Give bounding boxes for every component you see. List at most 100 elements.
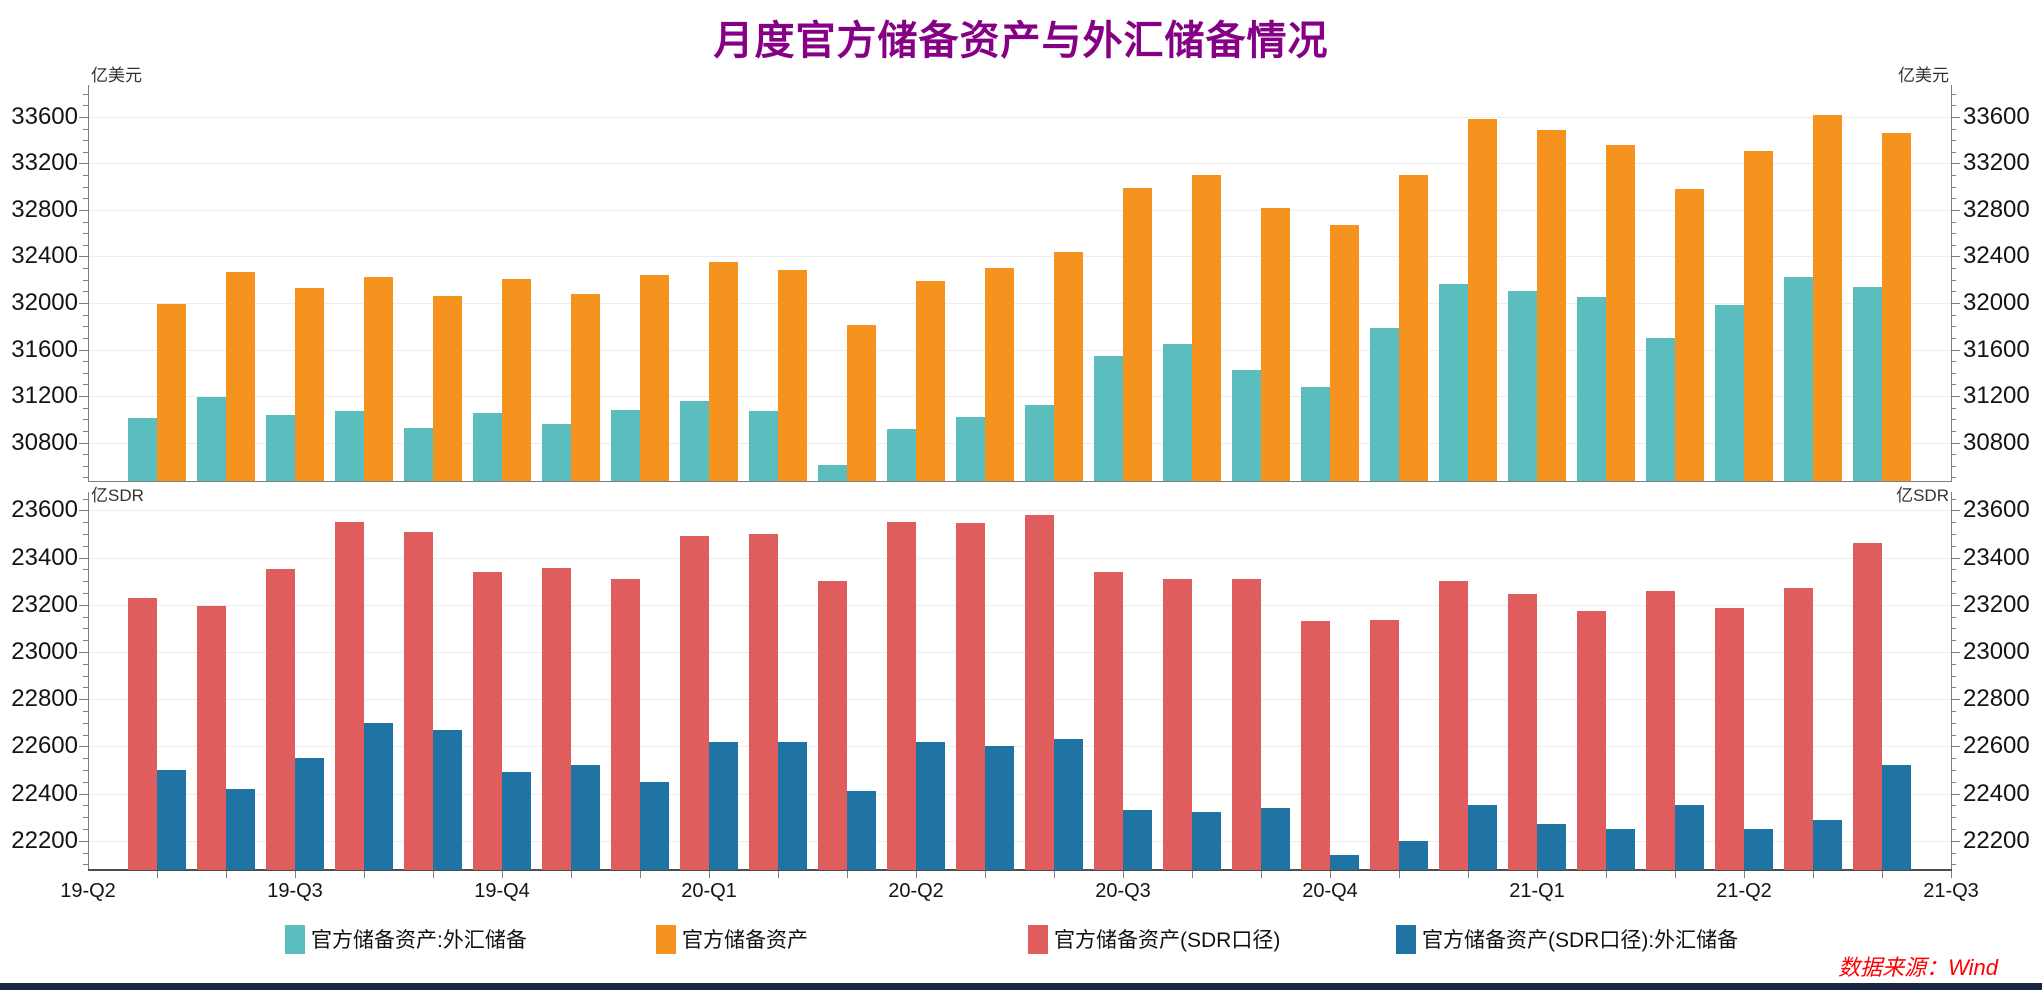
y-axis-minor-tick	[1951, 140, 1956, 142]
y-axis-label-left: 32400	[11, 242, 78, 270]
bar	[1232, 369, 1261, 481]
x-axis-tick	[1675, 871, 1676, 878]
y-axis-minor-tick	[83, 105, 88, 107]
y-axis-tick	[79, 793, 88, 795]
x-axis-tick	[571, 871, 572, 878]
y-axis-label-left: 23400	[11, 543, 78, 571]
x-axis-tick	[157, 871, 158, 878]
y-axis-minor-tick	[1951, 592, 1956, 594]
y-axis-label-left: 22600	[11, 732, 78, 760]
y-axis-tick	[79, 604, 88, 606]
y-axis-minor-tick	[83, 279, 88, 281]
y-axis-label-left: 32800	[11, 195, 78, 223]
y-axis-tick	[1951, 302, 1960, 304]
bar	[887, 522, 916, 870]
bar	[1025, 404, 1054, 481]
gridline	[88, 840, 1951, 842]
y-axis-minor-tick	[1951, 675, 1956, 677]
bar	[128, 597, 157, 870]
bar	[1508, 594, 1537, 870]
y-axis-minor-tick	[1951, 640, 1956, 642]
gridline	[88, 746, 1951, 748]
bar	[1853, 543, 1882, 870]
y-axis-line-left	[88, 492, 89, 870]
bar	[1439, 581, 1468, 870]
bar	[571, 293, 600, 481]
y-axis-label-left: 23200	[11, 590, 78, 618]
y-axis-minor-tick	[83, 268, 88, 270]
y-axis-minor-tick	[83, 663, 88, 665]
y-axis-minor-tick	[83, 372, 88, 374]
x-axis-label: 19-Q4	[474, 880, 530, 902]
gridline	[88, 163, 1951, 165]
bar	[1330, 225, 1359, 481]
bar	[956, 523, 985, 870]
bar	[1715, 305, 1744, 481]
gridline	[88, 793, 1951, 795]
x-axis-tick	[1813, 871, 1814, 878]
y-axis-label-left: 31200	[11, 382, 78, 409]
bar	[502, 279, 531, 481]
bar	[1646, 337, 1675, 481]
y-axis-minor-tick	[83, 93, 88, 95]
bar	[433, 295, 462, 481]
bar	[1577, 297, 1606, 481]
legend-label: 官方储备资产(SDR口径)	[1054, 929, 1281, 952]
y-axis-minor-tick	[1951, 337, 1956, 339]
bar	[404, 531, 433, 870]
y-axis-minor-tick	[83, 817, 88, 819]
bar	[1025, 515, 1054, 870]
y-axis-minor-tick	[1951, 454, 1956, 456]
y-axis-minor-tick	[1951, 361, 1956, 363]
bar	[1123, 187, 1152, 481]
y-axis-label-left: 33600	[11, 102, 78, 130]
y-axis-minor-tick	[83, 419, 88, 421]
y-axis-minor-tick	[1951, 769, 1956, 771]
y-axis-minor-tick	[83, 326, 88, 328]
y-axis-minor-tick	[1951, 805, 1956, 807]
y-axis-minor-tick	[83, 592, 88, 594]
gridline	[88, 256, 1951, 258]
bar	[1399, 175, 1428, 481]
bar	[1508, 290, 1537, 481]
x-axis-line	[88, 869, 1952, 871]
y-axis-minor-tick	[1951, 244, 1956, 246]
y-axis-minor-tick	[1951, 268, 1956, 270]
bar	[1330, 854, 1359, 870]
bar	[1468, 119, 1497, 481]
y-axis-minor-tick	[83, 140, 88, 142]
bar	[335, 410, 364, 481]
gridline	[88, 442, 1951, 444]
y-axis-tick	[79, 746, 88, 748]
bar	[1261, 207, 1290, 481]
y-axis-line-left	[88, 85, 89, 481]
legend-swatch-red	[1028, 925, 1048, 954]
x-axis-label: 21-Q3	[1923, 880, 1979, 902]
gridline	[88, 557, 1951, 559]
x-axis-tick	[1123, 871, 1124, 878]
x-axis-tick	[1468, 871, 1469, 878]
chart-title: 月度官方储备资产与外汇储备情况	[713, 19, 1329, 63]
y-axis-minor-tick	[1951, 534, 1956, 535]
y-axis-tick	[79, 256, 88, 258]
y-axis-minor-tick	[1951, 430, 1956, 432]
bar	[1370, 327, 1399, 481]
bar	[1744, 828, 1773, 870]
bar	[1301, 386, 1330, 481]
y-axis-tick	[79, 651, 88, 653]
bar	[749, 411, 778, 481]
bar	[1675, 805, 1704, 870]
bar	[1094, 356, 1123, 481]
bar	[157, 769, 186, 870]
y-axis-label-left: 22800	[11, 685, 78, 713]
y-axis-minor-tick	[1951, 628, 1956, 630]
bar	[1468, 805, 1497, 870]
y-axis-tick	[1951, 349, 1960, 351]
y-axis-minor-tick	[83, 569, 88, 571]
y-axis-label-right: 22200	[1963, 826, 2030, 854]
y-axis-minor-tick	[83, 581, 88, 583]
bar	[295, 287, 324, 481]
y-axis-minor-tick	[83, 430, 88, 432]
y-axis-minor-tick	[83, 616, 88, 618]
